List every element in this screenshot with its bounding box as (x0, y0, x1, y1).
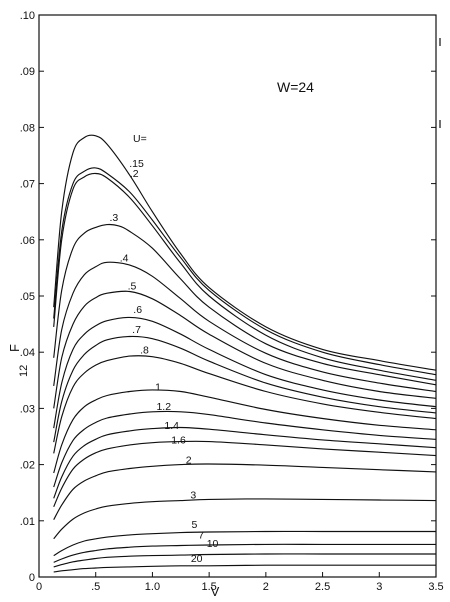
series-line-u-p15 (53, 167, 437, 376)
series-line-u-1p4 (53, 426, 437, 499)
x-tick-label: 2 (263, 581, 269, 593)
series-label: 2 (186, 455, 192, 467)
series-label: .2 (130, 168, 139, 180)
series-line-u-p6 (53, 316, 437, 429)
series-label: .6 (133, 304, 142, 316)
y-tick-label: .04 (20, 347, 35, 359)
series-line-u-20 (53, 564, 436, 573)
y-axis: 0 .01 .02 .03 .04 .05 .06 .07 .08 .09 .10 (20, 10, 436, 584)
y-axis-label-main: F (7, 344, 22, 352)
y-axis-label-sub: 12 (18, 365, 30, 377)
x-tick-label: 1.5 (201, 581, 216, 593)
legend-header: U= (133, 133, 147, 145)
x-tick-label: 2.5 (315, 581, 330, 593)
series-line-u-7 (53, 543, 436, 563)
x-axis-label: V (211, 584, 220, 599)
series-label: 1.6 (171, 434, 186, 446)
series-line-u-p3 (53, 223, 437, 386)
series-line-u-p4 (53, 261, 437, 393)
x-tick-label: 3.5 (428, 581, 443, 593)
series-label: 1 (155, 382, 161, 394)
series-line-u-p8 (53, 355, 437, 454)
series-label: .4 (120, 252, 129, 264)
y-tick-label: .06 (20, 235, 35, 247)
series-line-u-p2 (53, 172, 437, 381)
y-tick-label: .08 (20, 122, 35, 134)
x-axis: 0 .5 1.0 1.5 2 2.5 3 3.5 (36, 572, 444, 593)
series-label: 1.4 (164, 420, 179, 432)
series-label: 3 (190, 489, 196, 501)
x-tick-label: .5 (91, 581, 100, 593)
series-line-u-p5 (53, 290, 437, 409)
y-tick-label: .01 (20, 516, 35, 528)
y-axis-label: F 12 (7, 344, 30, 377)
y-tick-label: .09 (20, 66, 35, 78)
y-tick-label: .02 (20, 460, 35, 472)
series-line-u-1p6 (53, 440, 437, 508)
x-tick-label: 0 (36, 581, 42, 593)
series-label: 20 (191, 553, 203, 565)
series-line-u-3 (53, 498, 437, 540)
series-line-u-2 (53, 463, 437, 520)
y-tick-label: .07 (20, 179, 35, 191)
series-label: .8 (140, 344, 149, 356)
y-tick-label: .05 (20, 291, 35, 303)
y-tick-label: .10 (20, 10, 35, 22)
series-label: 1.2 (156, 401, 171, 413)
series-label: .15 (129, 158, 144, 170)
series-group (53, 134, 437, 573)
series-label: 7 (198, 529, 204, 541)
y-tick-label: .03 (20, 403, 35, 415)
series-label: .7 (132, 324, 141, 336)
series-line-u-10 (53, 553, 436, 568)
annotation-w: W=24 (277, 79, 314, 95)
y-tick-label: 0 (29, 572, 35, 584)
series-line-top (53, 134, 437, 371)
series-label: .5 (128, 280, 137, 292)
series-line-u-5 (53, 530, 436, 557)
series-label: .3 (109, 212, 118, 224)
series-line-u-1 (53, 389, 437, 474)
x-tick-label: 1.0 (145, 581, 160, 593)
series-line-u-p7 (53, 335, 437, 443)
series-line-u-1p2 (53, 410, 437, 488)
series-label: 10 (207, 538, 219, 550)
series-label: 5 (191, 519, 197, 531)
x-tick-label: 3 (376, 581, 382, 593)
